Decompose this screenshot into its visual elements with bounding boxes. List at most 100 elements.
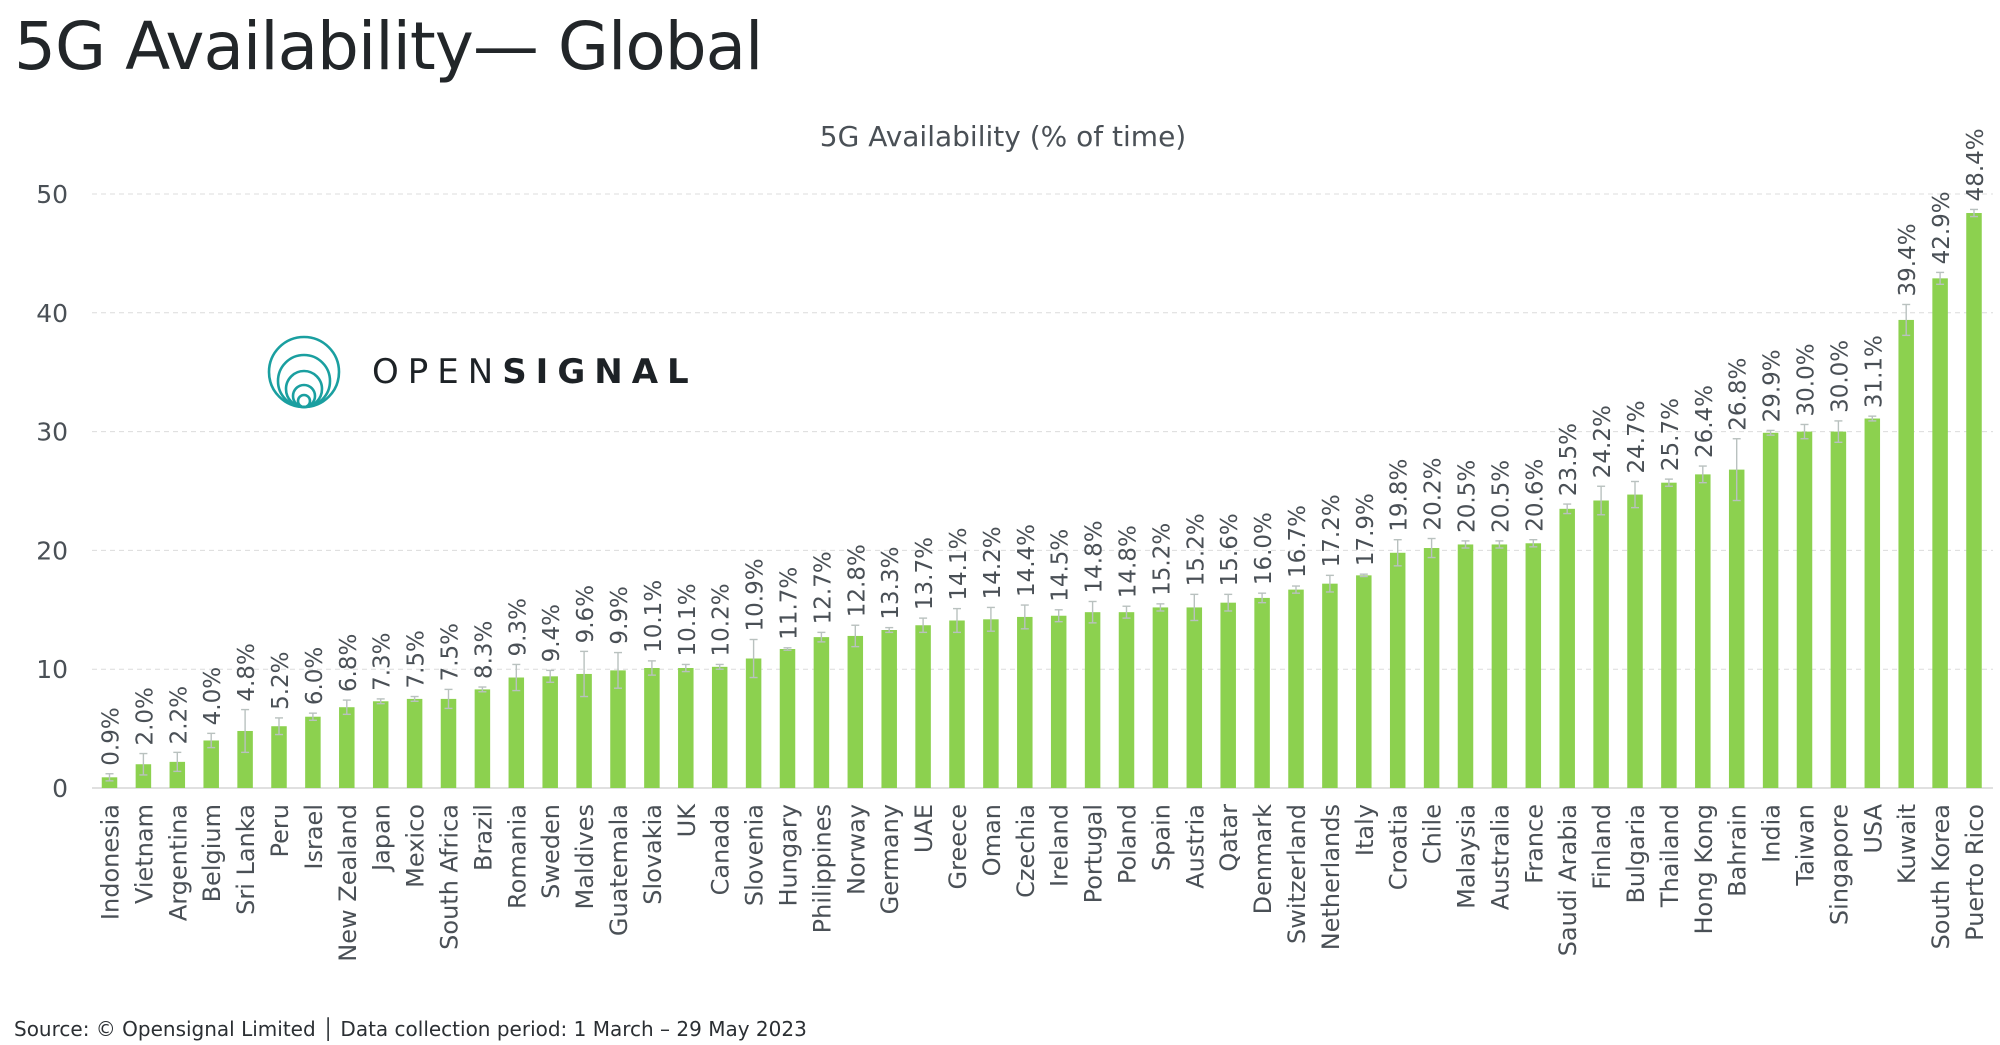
x-tick-label: Spain [1147,804,1175,871]
x-tick-label: Taiwan [1792,804,1820,887]
value-label: 7.3% [370,632,396,690]
value-label: 16.0% [1251,512,1277,585]
value-label: 13.3% [878,547,904,620]
bar [576,673,592,788]
x-tick-label: UAE [910,804,938,853]
x-tick-label: UK [673,803,701,838]
value-label: 15.2% [1149,523,1175,596]
bar [745,658,762,788]
x-tick-label: Belgium [198,804,226,902]
x-tick-label: South Korea [1927,804,1955,949]
x-tick-label: Qatar [1215,804,1243,872]
x-tick-label: Vietnam [130,804,158,904]
bar [1084,612,1101,788]
value-label: 0.9% [99,707,125,765]
y-tick-label: 10 [36,655,68,684]
bar [847,635,864,788]
x-tick-label: Thailand [1656,804,1684,908]
bar [1322,583,1338,788]
x-tick-label: Austria [1181,804,1209,889]
x-tick-label: Puerto Rico [1961,804,1989,941]
value-label: 10.1% [675,583,701,656]
value-label: 15.2% [1183,513,1209,586]
value-label: 19.8% [1387,459,1413,532]
x-tick-label: Netherlands [1317,804,1345,950]
x-tick-label: Hungary [775,804,803,906]
bar [1593,500,1609,788]
y-tick-label: 30 [36,418,68,447]
value-label: 17.2% [1319,494,1345,567]
value-label: 14.8% [1082,520,1108,593]
bar [1627,494,1643,788]
x-tick-label: Australia [1486,804,1514,910]
x-tick-label: Malaysia [1453,804,1481,909]
value-label: 8.3% [471,621,497,679]
value-label: 10.2% [709,583,735,656]
value-label: 14.8% [1116,525,1142,598]
value-label: 14.5% [1048,529,1074,602]
x-tick-label: Sweden [537,804,565,899]
bar [610,670,626,788]
value-label: 10.1% [641,580,667,653]
value-label: 14.2% [980,526,1006,599]
bar [1661,482,1677,788]
value-label: 11.7% [777,567,803,640]
bar [881,629,897,788]
x-axis: Indonesia Vietnam Argentina Belgium Sri Lank… [97,803,1990,962]
value-label: 30.0% [1794,343,1820,416]
x-tick-label: Israel [300,804,328,870]
x-tick-label: Hong Kong [1690,804,1718,934]
bar [101,777,118,788]
x-tick-label: Singapore [1825,804,1853,925]
x-tick-label: Sri Lanka [232,804,260,915]
x-tick-label: Poland [1114,804,1142,884]
value-label: 9.4% [539,604,565,662]
value-label: 30.0% [1827,340,1853,413]
x-tick-label: Denmark [1249,804,1277,914]
bar [983,619,999,788]
x-tick-label: New Zealand [334,804,362,962]
value-label: 24.2% [1590,405,1616,478]
y-axis: 0 10 20 30 40 50 [36,180,68,803]
x-tick-label: Brazil [469,804,497,871]
bar [1830,431,1847,788]
x-tick-label: Germany [876,804,904,914]
value-label: 12.7% [810,551,836,624]
bar [1050,615,1067,788]
x-tick-label: Bahrain [1724,804,1752,897]
value-label: 48.4% [1963,128,1989,201]
x-tick-label: Norway [842,804,870,895]
x-tick-label: Greece [944,804,972,889]
x-tick-label: Guatemala [605,804,633,936]
x-tick-label: Bulgaria [1622,804,1650,904]
bar [1762,432,1779,788]
value-label: 26.8% [1726,358,1752,431]
bar [1491,544,1508,788]
opensignal-concentric-circles-icon [267,335,341,409]
x-tick-label: Oman [978,804,1006,876]
bar [440,698,457,788]
bar [508,677,525,788]
value-label: 20.5% [1488,460,1514,533]
bar [1220,602,1236,788]
bar [305,716,321,788]
bar [1356,575,1372,788]
value-label: 25.7% [1658,398,1684,471]
bar [1966,213,1982,788]
x-tick-label: Kuwait [1893,804,1921,884]
value-label: 20.6% [1522,459,1548,532]
bar [135,764,152,788]
x-tick-label: Mexico [402,804,430,888]
value-label: 12.8% [844,544,870,617]
x-tick-label: India [1758,804,1786,863]
value-label: 9.6% [573,585,599,643]
value-label: 15.6% [1217,513,1243,586]
error-bars [105,208,1978,782]
x-tick-label: Saudi Arabia [1554,804,1582,956]
bar [1796,431,1813,788]
brand-word-bold: SIGNAL [502,352,698,392]
value-label: 14.1% [946,528,972,601]
x-tick-label: Maldives [571,804,599,909]
x-tick-label: Italy [1351,804,1379,856]
